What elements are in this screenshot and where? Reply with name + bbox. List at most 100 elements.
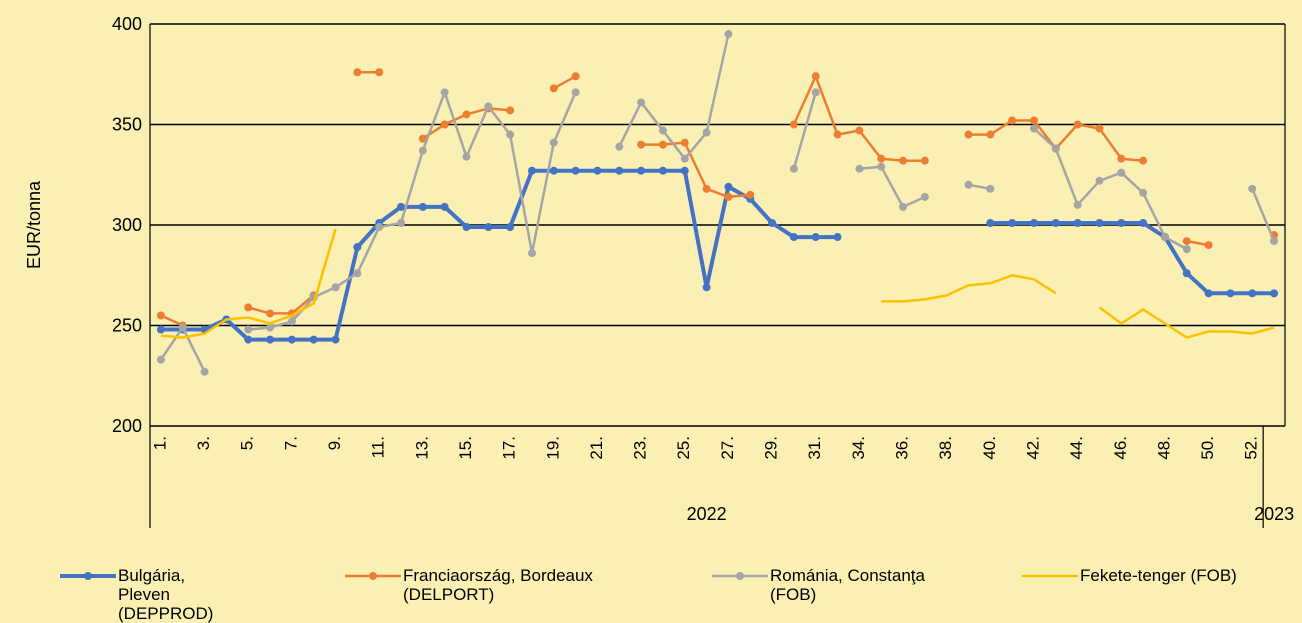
x-tick-label: 38. xyxy=(936,436,955,460)
data-point xyxy=(877,162,886,171)
data-point xyxy=(244,303,253,312)
data-point xyxy=(1117,154,1126,163)
data-point xyxy=(593,166,602,175)
data-point xyxy=(1270,289,1279,298)
data-point xyxy=(1248,289,1257,298)
data-point xyxy=(353,269,362,278)
x-tick-label: 40. xyxy=(980,436,999,460)
x-tick-label: 23. xyxy=(631,436,650,460)
data-point xyxy=(484,102,493,111)
data-point xyxy=(1008,116,1017,125)
data-point xyxy=(1182,245,1191,254)
data-point xyxy=(156,325,165,334)
data-point xyxy=(571,88,580,97)
x-tick-label: 25. xyxy=(674,436,693,460)
x-tick-label: 52. xyxy=(1242,436,1261,460)
data-point xyxy=(920,192,929,201)
y-tick-label: 250 xyxy=(112,316,142,336)
data-point xyxy=(397,202,406,211)
x-tick-label: 31. xyxy=(805,436,824,460)
y-tick-label: 400 xyxy=(112,14,142,34)
data-point xyxy=(702,128,711,137)
data-point xyxy=(855,164,864,173)
data-point xyxy=(287,335,296,344)
x-tick-label: 19. xyxy=(543,436,562,460)
data-point xyxy=(309,335,318,344)
data-point xyxy=(811,72,820,81)
data-point xyxy=(266,323,275,332)
data-point xyxy=(244,335,253,344)
data-point xyxy=(462,110,471,119)
data-point xyxy=(1248,184,1257,193)
data-point xyxy=(1139,188,1148,197)
data-point xyxy=(440,202,449,211)
data-point xyxy=(353,68,362,77)
x-tick-label: 15. xyxy=(456,436,475,460)
data-point xyxy=(789,120,798,129)
x-tick-label: 36. xyxy=(893,436,912,460)
data-point xyxy=(1029,218,1038,227)
data-point xyxy=(266,335,275,344)
data-point xyxy=(964,130,973,139)
data-point xyxy=(637,140,646,149)
data-point xyxy=(855,126,864,135)
x-tick-label: 7. xyxy=(281,436,300,450)
data-point xyxy=(156,355,165,364)
data-point xyxy=(1182,237,1191,246)
data-point xyxy=(833,130,842,139)
data-point xyxy=(1139,218,1148,227)
data-point xyxy=(1204,241,1213,250)
data-point xyxy=(615,166,624,175)
data-point xyxy=(680,138,689,147)
data-point xyxy=(571,72,580,81)
data-point xyxy=(1029,124,1038,133)
data-point xyxy=(724,30,733,39)
group-label: 2023 xyxy=(1254,504,1294,524)
x-tick-label: 3. xyxy=(194,436,213,450)
data-point xyxy=(986,218,995,227)
legend-marker xyxy=(369,572,377,580)
x-tick-label: 42. xyxy=(1023,436,1042,460)
legend-swatch xyxy=(1022,574,1078,578)
data-point xyxy=(637,98,646,107)
data-point xyxy=(899,202,908,211)
data-point xyxy=(1117,168,1126,177)
x-tick-label: 46. xyxy=(1111,436,1130,460)
data-point xyxy=(397,218,406,227)
data-point xyxy=(1270,237,1279,246)
data-point xyxy=(1029,116,1038,125)
data-point xyxy=(1095,124,1104,133)
data-point xyxy=(1051,144,1060,153)
group-label: 2022 xyxy=(687,504,727,524)
y-tick-label: 200 xyxy=(112,416,142,436)
data-point xyxy=(1139,156,1148,165)
data-point xyxy=(1051,218,1060,227)
data-point xyxy=(811,233,820,242)
data-point xyxy=(768,218,777,227)
data-point xyxy=(724,182,733,191)
series-line xyxy=(159,33,1276,373)
series-line xyxy=(161,72,1274,325)
data-point xyxy=(1160,233,1169,242)
x-tick-label: 11. xyxy=(369,436,388,458)
data-point xyxy=(484,223,493,232)
data-point xyxy=(266,309,275,318)
data-point xyxy=(549,166,558,175)
x-tick-label: 44. xyxy=(1067,436,1086,460)
data-point xyxy=(331,283,340,292)
data-point xyxy=(462,152,471,161)
data-point xyxy=(353,243,362,252)
data-point xyxy=(375,68,384,77)
data-point xyxy=(1095,176,1104,185)
data-point xyxy=(506,130,515,139)
data-point xyxy=(1073,200,1082,209)
x-tick-label: 1. xyxy=(150,436,169,450)
legend-swatch xyxy=(345,572,401,580)
data-point xyxy=(156,311,165,320)
x-tick-label: 50. xyxy=(1198,436,1217,460)
data-point xyxy=(877,154,886,163)
data-point xyxy=(200,367,209,376)
data-point xyxy=(506,106,515,115)
legend-label: Bulgária, Pleven (DEPPROD) xyxy=(118,566,214,623)
